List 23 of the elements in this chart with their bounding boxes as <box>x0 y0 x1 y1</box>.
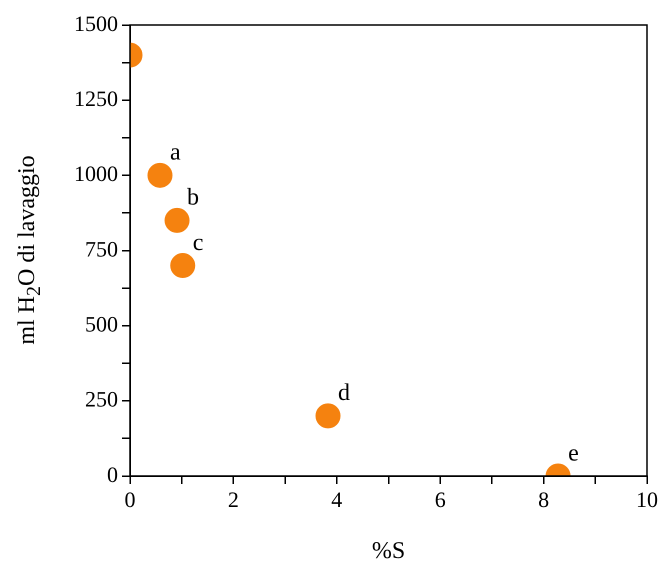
x-tick-label: 8 <box>538 486 550 512</box>
x-tick-label: 2 <box>228 486 239 512</box>
x-axis-title: %S <box>372 538 406 564</box>
y-tick-label: 1250 <box>74 86 118 111</box>
y-tick-label: 1000 <box>74 161 118 186</box>
y-tick-label: 0 <box>107 462 118 487</box>
y-tick-label: 750 <box>85 236 118 262</box>
y-tick-label: 1500 <box>74 10 118 36</box>
annotation: a <box>170 140 181 166</box>
x-tick-label: 10 <box>636 486 658 512</box>
annotation: e <box>568 440 579 466</box>
y-tick-label: 250 <box>85 386 118 412</box>
point <box>147 162 172 188</box>
point <box>316 403 341 428</box>
x-tick-label: 4 <box>331 486 342 512</box>
annotation: d <box>338 380 350 406</box>
x-tick-label: 0 <box>124 486 136 512</box>
x-tick-label: 6 <box>434 486 446 512</box>
point <box>170 253 196 278</box>
annotation: b <box>187 184 200 211</box>
y-tick-label: 500 <box>85 311 118 336</box>
annotation: c <box>192 230 204 256</box>
point <box>164 208 190 233</box>
